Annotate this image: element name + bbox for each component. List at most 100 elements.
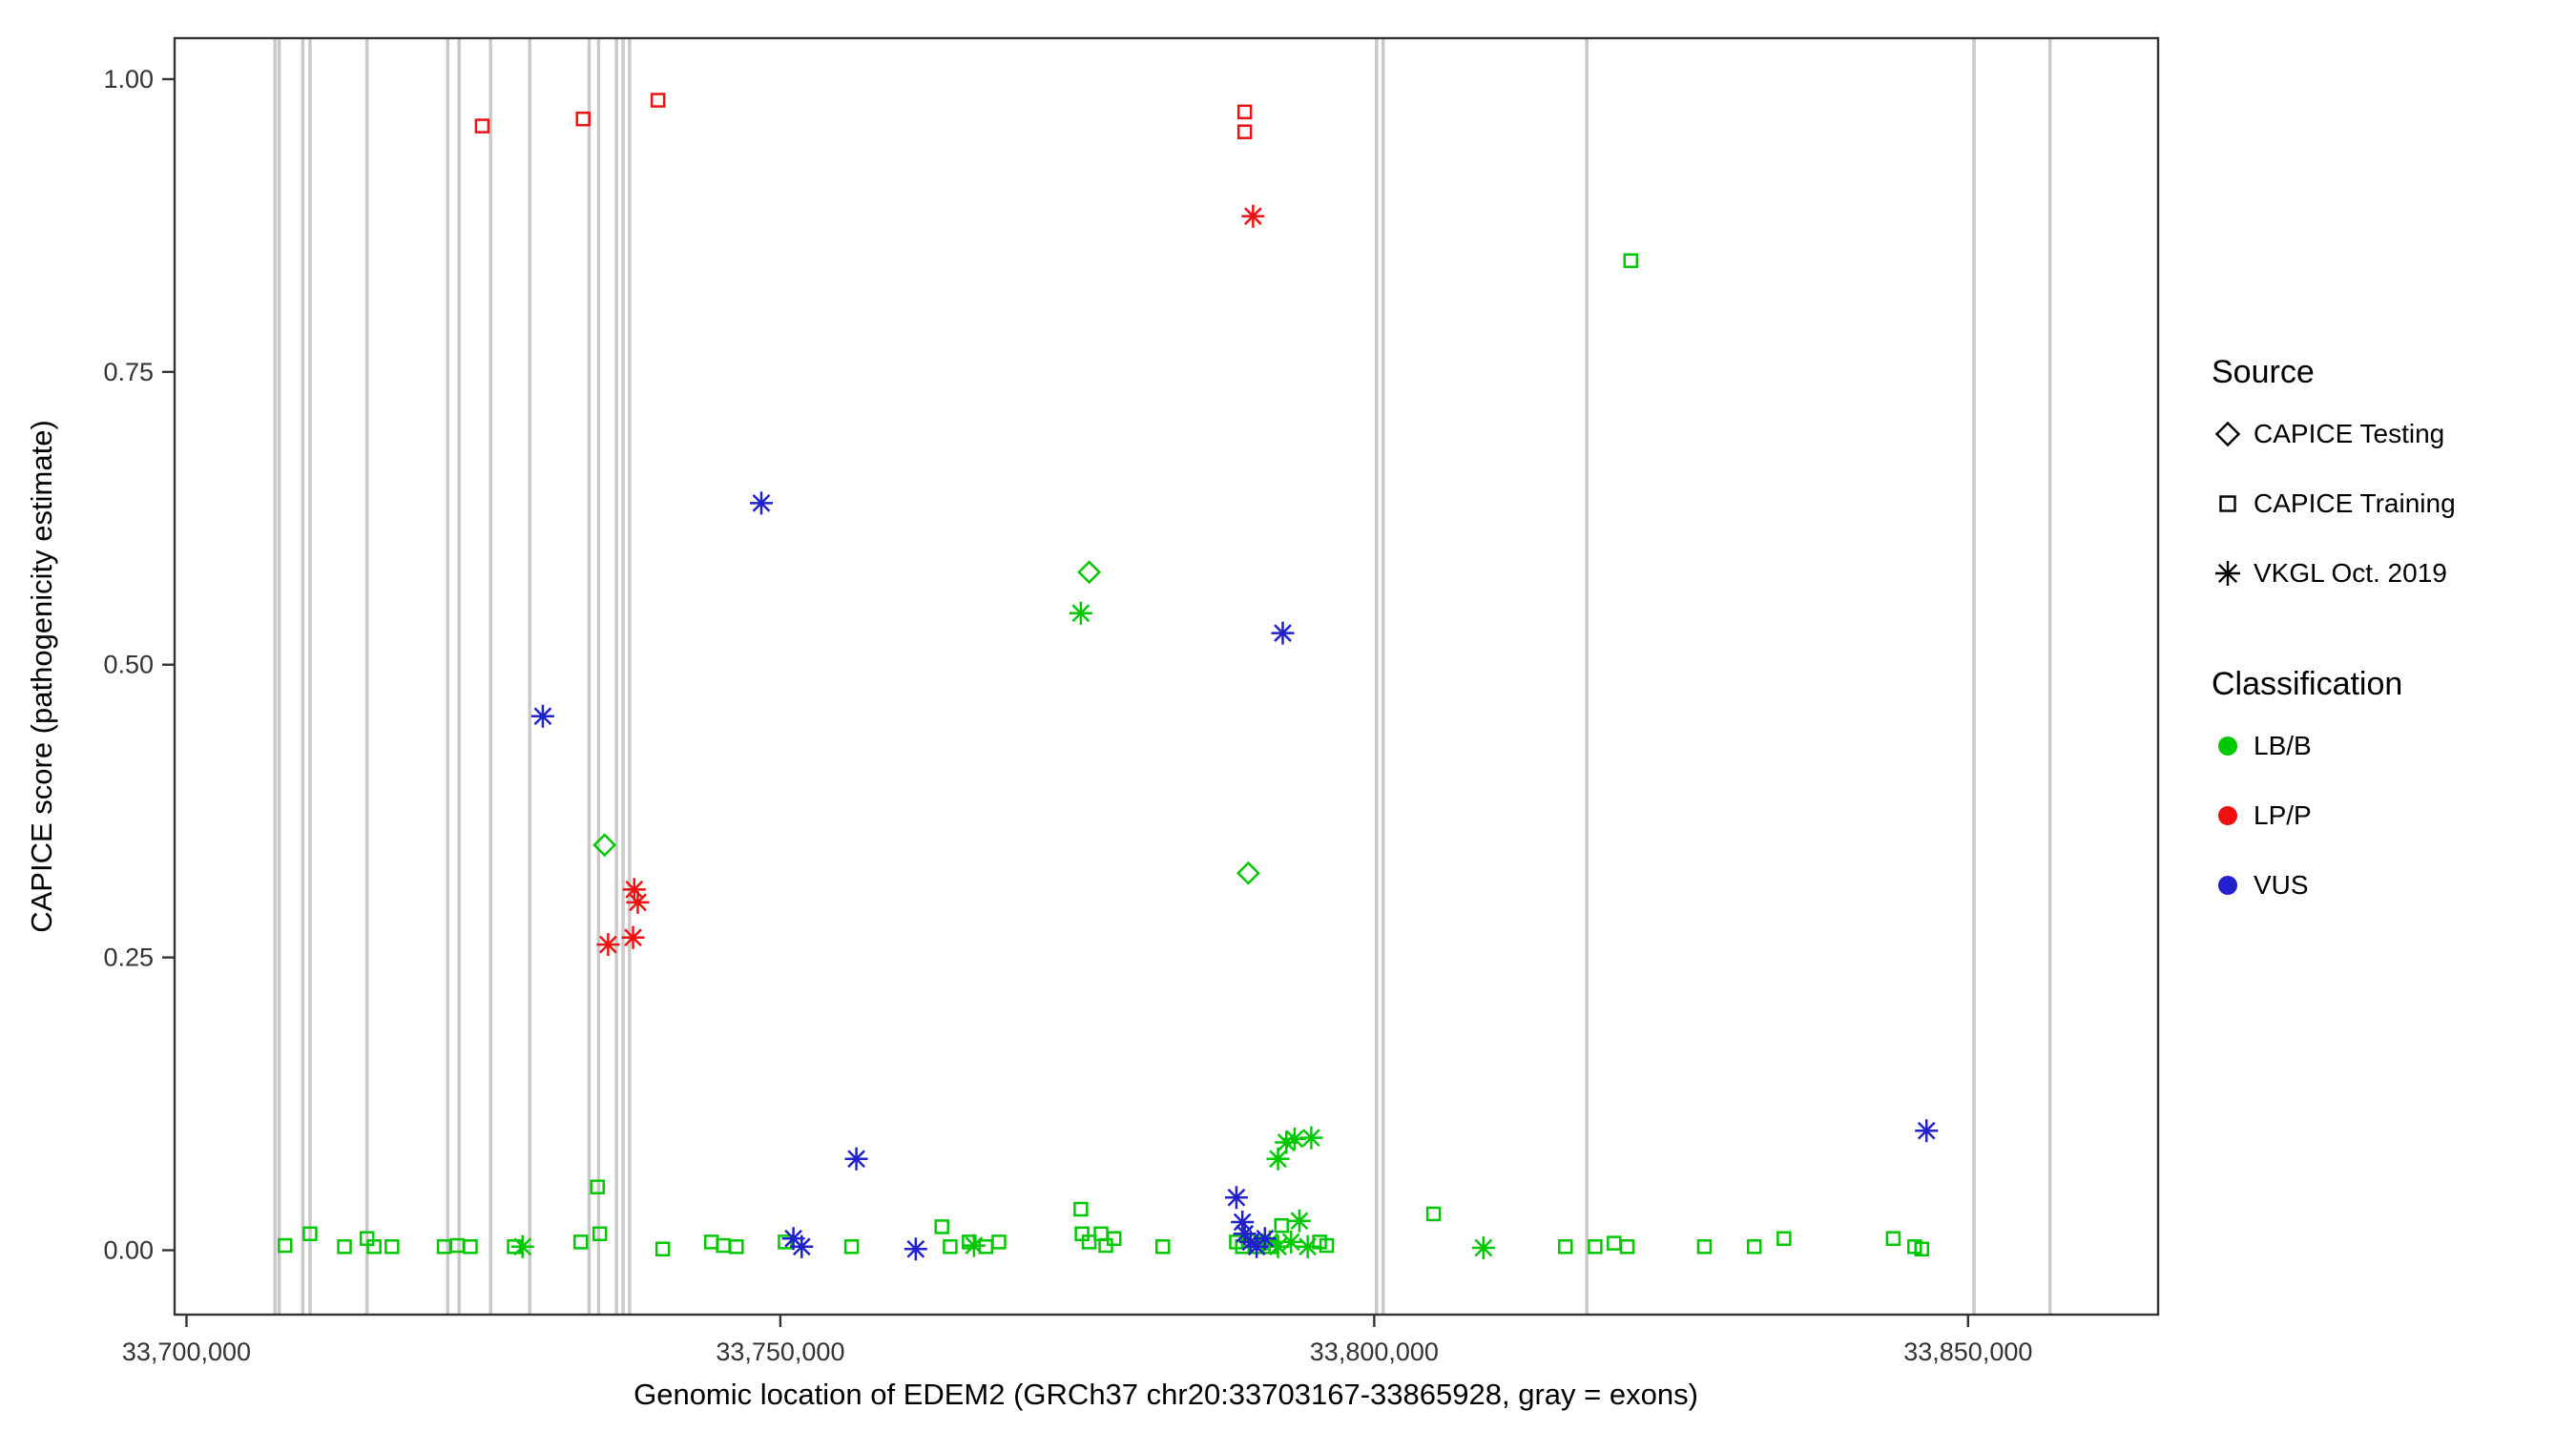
- y-tick-label: 0.50: [103, 651, 154, 679]
- x-tick-label: 33,800,000: [1310, 1338, 1439, 1366]
- data-point-square: [337, 1239, 352, 1255]
- data-point-square: [1885, 1231, 1901, 1246]
- data-point-asterisk: [962, 1234, 986, 1257]
- legend-item-capice-testing: CAPICE Testing: [2212, 399, 2565, 468]
- data-point-square: [1623, 253, 1639, 268]
- data-point-square: [703, 1234, 719, 1250]
- data-point-square: [1274, 1217, 1290, 1234]
- data-point-square: [590, 1179, 605, 1194]
- data-point-square: [575, 111, 591, 127]
- data-point-square: [962, 1234, 977, 1250]
- data-point-square: [1236, 124, 1253, 139]
- legend-item-vus: VUS: [2212, 850, 2565, 920]
- data-point-asterisk: [1296, 1234, 1319, 1258]
- data-point-square: [1319, 1237, 1335, 1254]
- x-tick-label: 33,750,000: [716, 1338, 844, 1366]
- data-point-asterisk: [596, 933, 620, 957]
- legend-item-vkgl: VKGL Oct. 2019: [2212, 538, 2565, 608]
- red-dot-icon: [2212, 799, 2254, 832]
- data-point-square: [1914, 1241, 1930, 1257]
- data-point-asterisk: [1266, 1147, 1290, 1171]
- data-point-asterisk: [781, 1227, 805, 1251]
- data-point-square: [474, 118, 490, 134]
- data-point-square: [1776, 1231, 1792, 1246]
- legend-item-label: CAPICE Testing: [2254, 418, 2445, 448]
- legend-source-title: Source: [2212, 354, 2315, 390]
- data-point-asterisk: [1471, 1236, 1495, 1260]
- data-point-asterisk: [1915, 1119, 1939, 1143]
- legend-group-classification: Classification LB/B LP/P VUS: [2212, 657, 2565, 920]
- data-point-asterisk: [1266, 1234, 1290, 1258]
- legend-item-lpp: LP/P: [2212, 780, 2565, 850]
- data-point-asterisk: [844, 1147, 868, 1171]
- data-point-asterisk: [510, 1234, 534, 1258]
- data-point-square: [449, 1237, 466, 1254]
- legend-item-lbb: LB/B: [2212, 711, 2565, 780]
- legend-item-label: CAPICE Training: [2254, 487, 2456, 518]
- data-point-square: [384, 1239, 400, 1255]
- legend-classification-title: Classification: [2212, 666, 2403, 702]
- legend-item-capice-training: CAPICE Training: [2212, 468, 2565, 538]
- data-point-square: [1425, 1206, 1442, 1222]
- diamond-icon: [2212, 418, 2254, 450]
- data-point-square: [991, 1234, 1007, 1250]
- data-point-asterisk: [622, 878, 646, 902]
- data-point-square: [1607, 1235, 1622, 1251]
- y-tick-label: 0.25: [103, 944, 154, 972]
- data-point-asterisk: [1299, 1126, 1323, 1150]
- data-point-square: [1746, 1239, 1762, 1255]
- data-point-square: [1081, 1234, 1097, 1250]
- data-point-asterisk: [621, 925, 645, 949]
- data-point-asterisk: [749, 491, 773, 515]
- y-axis-label: CAPICE score (pathogenicity estimate): [25, 420, 58, 933]
- data-point-asterisk: [1069, 601, 1092, 625]
- data-point-square: [1696, 1239, 1713, 1255]
- data-point-asterisk: [1245, 1234, 1269, 1258]
- data-point-asterisk: [1282, 1127, 1306, 1151]
- asterisk-icon: [2212, 557, 2254, 590]
- y-tick-label: 1.00: [103, 65, 154, 93]
- data-point-diamond: [1077, 560, 1102, 585]
- data-point-asterisk: [530, 704, 554, 728]
- data-point-square: [650, 93, 666, 108]
- data-point-square: [716, 1237, 731, 1254]
- data-point-square: [843, 1239, 860, 1255]
- plot-border: [173, 36, 2160, 1317]
- x-tick-label: 33,700,000: [122, 1338, 251, 1366]
- data-point-square: [1619, 1239, 1635, 1255]
- data-point-square: [573, 1234, 589, 1250]
- data-point-square: [366, 1239, 382, 1255]
- data-point-square: [729, 1239, 744, 1255]
- data-point-square: [1558, 1239, 1573, 1255]
- blue-dot-icon: [2212, 869, 2254, 902]
- data-point-square: [1155, 1239, 1171, 1255]
- data-point-square: [934, 1219, 949, 1234]
- data-point-asterisk: [1253, 1227, 1277, 1251]
- data-point-square: [592, 1226, 608, 1242]
- data-point-diamond: [592, 833, 617, 858]
- data-point-asterisk: [1271, 621, 1295, 645]
- data-point-asterisk: [1287, 1209, 1311, 1233]
- data-point-asterisk: [904, 1237, 927, 1261]
- x-tick-label: 33,850,000: [1903, 1338, 2032, 1366]
- legend-item-label: LP/P: [2254, 799, 2312, 830]
- legend-item-label: VUS: [2254, 869, 2309, 900]
- data-point-square: [278, 1237, 293, 1254]
- legend-item-label: LB/B: [2254, 730, 2312, 760]
- data-point-asterisk: [1233, 1222, 1257, 1246]
- data-point-asterisk: [626, 890, 650, 914]
- data-point-square: [1073, 1201, 1089, 1217]
- data-point-asterisk: [1275, 1130, 1298, 1154]
- data-point-asterisk: [1224, 1186, 1248, 1210]
- data-point-square: [463, 1239, 478, 1255]
- data-point-square: [654, 1241, 671, 1257]
- data-point-square: [302, 1226, 318, 1242]
- data-point-square: [1106, 1231, 1122, 1246]
- legend: Source CAPICE Testing CAPICE Training VK…: [2212, 345, 2565, 969]
- x-axis-label: Genomic location of EDEM2 (GRCh37 chr20:…: [634, 1378, 1698, 1411]
- data-point-asterisk: [1241, 204, 1265, 228]
- data-point-square: [1236, 104, 1253, 120]
- data-point-square: [1588, 1239, 1603, 1255]
